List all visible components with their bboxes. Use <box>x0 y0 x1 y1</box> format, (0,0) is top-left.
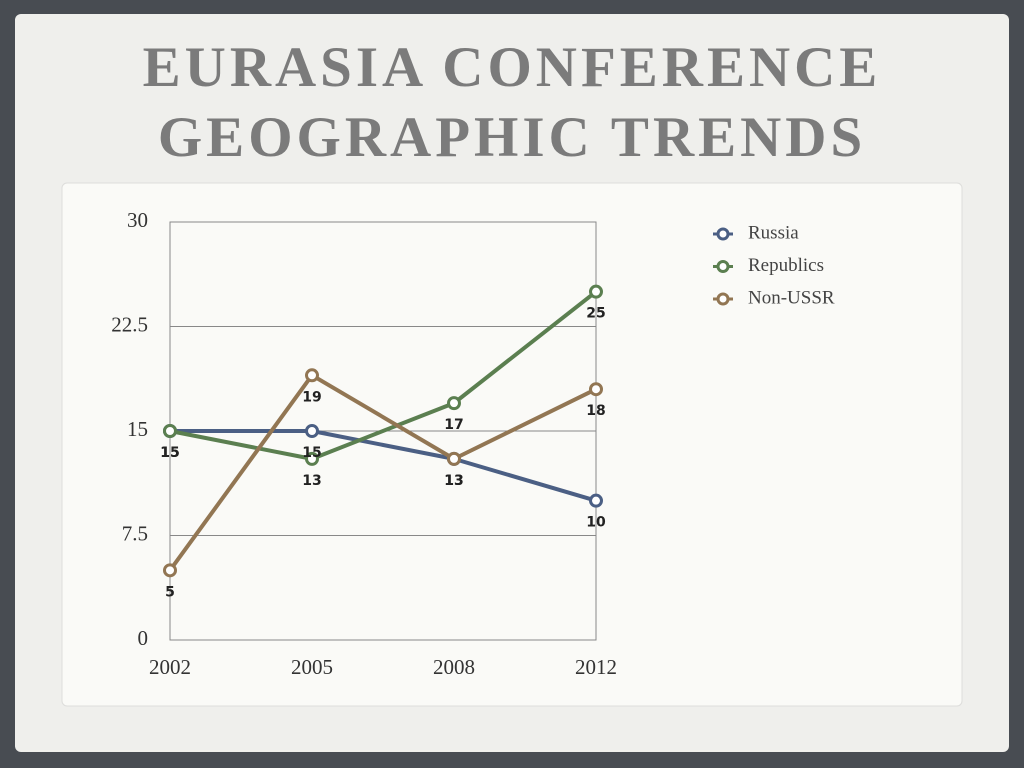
data-point <box>447 451 461 466</box>
data-label: 15 <box>160 445 179 461</box>
series-line <box>170 429 597 503</box>
x-tick-label: 2005 <box>291 655 333 679</box>
data-label: 15 <box>160 445 179 461</box>
data-point <box>305 451 319 466</box>
data-point <box>589 382 603 397</box>
legend-label: Republics <box>748 255 824 276</box>
data-point <box>305 368 319 383</box>
title-line: EURASIA CONFERENCE <box>143 36 882 99</box>
legend-label: Russia <box>748 222 799 243</box>
data-label: 18 <box>586 403 605 419</box>
data-point <box>447 396 461 411</box>
legend-marker <box>716 227 730 241</box>
y-tick-label: 0 <box>138 626 149 650</box>
x-tick-label: 2012 <box>575 655 617 679</box>
data-label: 13 <box>444 473 463 489</box>
y-tick-label: 22.5 <box>111 312 148 336</box>
data-point <box>589 493 603 508</box>
x-tick-label: 2008 <box>433 655 475 679</box>
series-line <box>169 290 598 461</box>
legend-label: Non-USSR <box>748 287 835 308</box>
y-tick-label: 30 <box>127 208 148 232</box>
data-label: 13 <box>444 473 463 489</box>
y-tick-label: 7.5 <box>122 521 148 545</box>
x-tick-label: 2002 <box>149 655 191 679</box>
legend-marker <box>716 292 730 306</box>
data-label: 25 <box>586 306 605 322</box>
data-label: 5 <box>165 584 175 600</box>
series-line <box>168 373 597 572</box>
data-label: 13 <box>302 473 321 489</box>
data-point <box>305 424 319 438</box>
data-label: 19 <box>302 389 321 405</box>
data-label: 17 <box>444 417 463 433</box>
data-label: 15 <box>302 445 321 461</box>
legend-marker <box>716 260 730 273</box>
title-line: GEOGRAPHIC TRENDS <box>158 106 866 169</box>
data-point <box>163 424 177 438</box>
data-label: 10 <box>586 515 606 531</box>
chart-panel <box>61 182 963 707</box>
data-point <box>163 563 177 578</box>
data-point <box>589 284 603 299</box>
y-tick-label: 15 <box>127 417 148 441</box>
